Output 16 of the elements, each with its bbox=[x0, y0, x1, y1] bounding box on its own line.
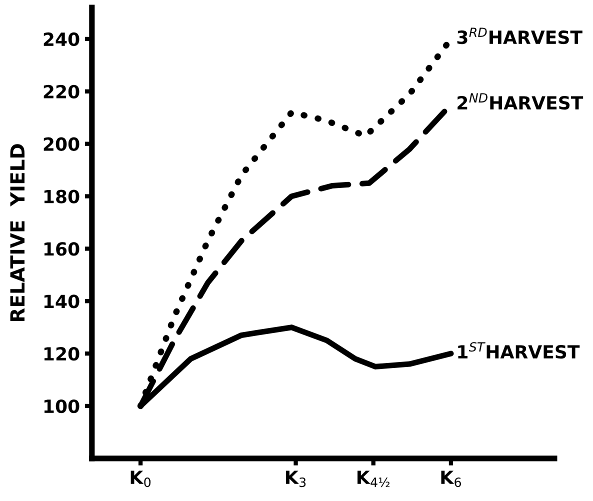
x-tick-label: K$_{4½}$ bbox=[358, 470, 390, 488]
y-axis-title: RELATIVE YIELD bbox=[10, 144, 24, 322]
series-label: 2$^{ND}$HARVEST bbox=[458, 93, 584, 110]
y-tick-label: 240 bbox=[44, 32, 80, 46]
x-tick-label: K$_{0}$ bbox=[130, 470, 151, 488]
series-label: 3$^{RD}$HARVEST bbox=[457, 28, 582, 44]
y-tick-label: 220 bbox=[44, 84, 80, 99]
y-tick-label: 140 bbox=[44, 294, 80, 308]
y-tick-label: 180 bbox=[44, 190, 80, 204]
x-tick-label: K$_{3}$ bbox=[286, 470, 306, 488]
y-tick-label: 160 bbox=[44, 242, 80, 256]
y-tick-label: 200 bbox=[44, 137, 80, 151]
series-label: 1$^{ST}$HARVEST bbox=[458, 342, 580, 359]
y-tick-label: 100 bbox=[44, 399, 80, 414]
x-tick-label: K$_{6}$ bbox=[441, 470, 462, 488]
y-tick-label: 120 bbox=[44, 347, 80, 361]
